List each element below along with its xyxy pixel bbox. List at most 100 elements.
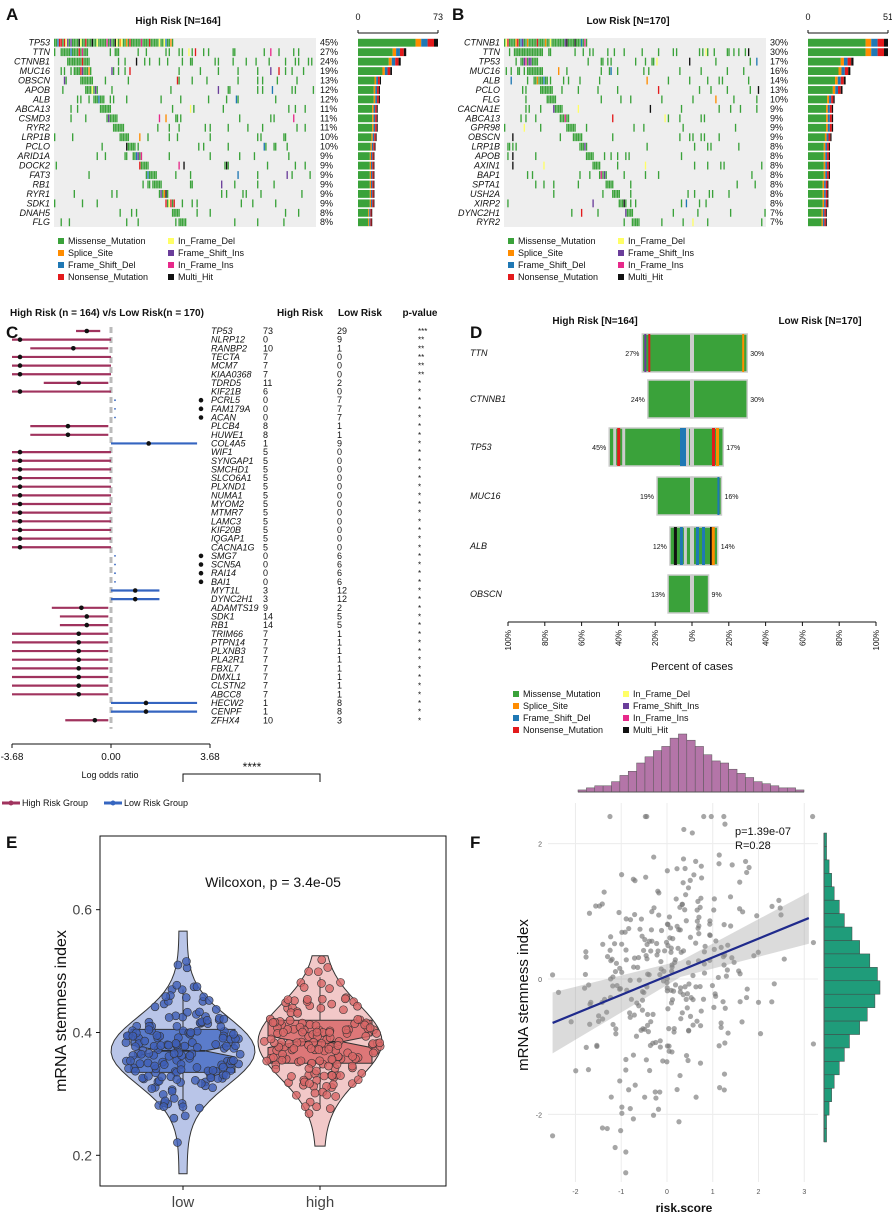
- p-value: *: [418, 396, 421, 405]
- bar-segment: [378, 86, 380, 94]
- high-count: 0: [263, 560, 268, 570]
- mutation-cell: [608, 67, 611, 75]
- significance-stars: ****: [243, 760, 262, 774]
- bar-segment: [808, 161, 824, 170]
- bar-segment: [829, 123, 832, 132]
- bar-segment: [831, 123, 834, 132]
- mutation-cell: [605, 180, 607, 189]
- mutation-cell: [237, 67, 239, 75]
- scatter-point: [682, 907, 688, 913]
- mutation-stripe: [648, 334, 651, 372]
- mutation-cell: [175, 208, 177, 217]
- legend-swatch: [513, 691, 519, 697]
- mutation-cell: [747, 76, 750, 85]
- data-point: [325, 1028, 334, 1037]
- bar-segment: [828, 171, 830, 179]
- legend-label: In_Frame_Del: [628, 236, 685, 246]
- mutation-cell: [160, 190, 162, 198]
- bar-segment: [388, 57, 392, 66]
- mutation-cell: [592, 48, 594, 57]
- bar-segment: [372, 180, 374, 189]
- bar-segment: [877, 38, 884, 47]
- scatter-point: [711, 907, 717, 913]
- legend-label-high: High Risk Group: [22, 798, 88, 808]
- mutation-cell: [160, 38, 162, 47]
- gene-label: PTPN14: [211, 637, 245, 647]
- scatter-point: [604, 1125, 610, 1132]
- mutation-cell: [698, 86, 701, 94]
- low-count: 8: [337, 698, 342, 708]
- scatter-point: [630, 876, 636, 882]
- p-value: *: [418, 439, 421, 448]
- gene-label: LRP1B: [21, 132, 50, 142]
- mutation-cell: [70, 38, 72, 47]
- bar-segment: [865, 38, 872, 47]
- mutation-cell: [147, 133, 149, 142]
- mutation-cell: [85, 76, 87, 85]
- percent-label: 19%: [320, 66, 338, 76]
- mutation-cell: [520, 57, 522, 66]
- scatter-point: [613, 960, 620, 966]
- mutation-cell: [526, 48, 529, 57]
- mutation-cell: [540, 38, 542, 47]
- bar-segment: [838, 86, 841, 94]
- mutation-cell: [687, 190, 689, 198]
- bar-segment: [358, 171, 370, 179]
- mutation-cell: [180, 218, 182, 227]
- legend-swatch: [508, 238, 514, 244]
- mutation-cell: [178, 218, 180, 227]
- mutation-cell: [538, 38, 540, 47]
- mutation-cell: [515, 142, 517, 151]
- bar-segment: [827, 114, 830, 123]
- bar-segment: [390, 67, 392, 75]
- left-title: High Risk [N=164]: [552, 316, 637, 327]
- mutation-cell: [153, 180, 156, 189]
- scatter-point: [555, 989, 562, 995]
- p-value: *: [418, 431, 421, 440]
- scatter-point: [685, 1057, 691, 1064]
- high-count: 5: [263, 534, 268, 544]
- bar-segment: [827, 199, 829, 208]
- bar-segment: [358, 190, 370, 198]
- mutation-cell: [189, 171, 192, 179]
- gene-label: RYR2: [26, 123, 50, 133]
- scatter-point: [690, 972, 696, 979]
- gene-label: FLG: [32, 217, 50, 227]
- gene-label: SDK1: [26, 198, 50, 208]
- mutation-cell: [705, 199, 707, 208]
- mutation-cell: [127, 133, 130, 142]
- odds-point: [17, 371, 23, 377]
- low-count: 29: [337, 326, 347, 336]
- mutation-cell: [630, 208, 632, 217]
- scatter-point: [661, 968, 667, 974]
- mutation-cell: [538, 67, 540, 75]
- mutation-cell: [526, 57, 529, 66]
- data-point: [298, 1027, 307, 1037]
- mutation-cell: [183, 218, 185, 227]
- hist-right-bar: [823, 1074, 835, 1089]
- mutation-cell: [682, 123, 684, 132]
- mutation-cell: [533, 48, 535, 57]
- mutation-cell: [234, 48, 236, 57]
- scatter-point: [627, 1105, 633, 1112]
- scatter-point: [744, 869, 750, 876]
- data-point: [317, 979, 326, 988]
- mutation-cell: [607, 57, 609, 66]
- mutation-cell: [54, 48, 56, 57]
- mutation-cell: [81, 38, 84, 47]
- bar-segment: [373, 161, 375, 170]
- mutation-cell: [132, 38, 134, 47]
- mutation-cell: [577, 104, 580, 113]
- gene-label: KIF21B: [211, 387, 241, 397]
- mutation-cell: [661, 218, 663, 227]
- mutation-cell: [594, 161, 596, 170]
- bar-axis-label: 73: [433, 12, 443, 22]
- mutation-cell: [577, 38, 580, 47]
- gene-label: BAP1: [477, 170, 500, 180]
- matrix-background: [54, 38, 316, 227]
- mutation-cell: [556, 38, 558, 47]
- bar-segment: [373, 114, 376, 123]
- scatter-point: [618, 1128, 624, 1134]
- mutation-cell: [538, 76, 540, 85]
